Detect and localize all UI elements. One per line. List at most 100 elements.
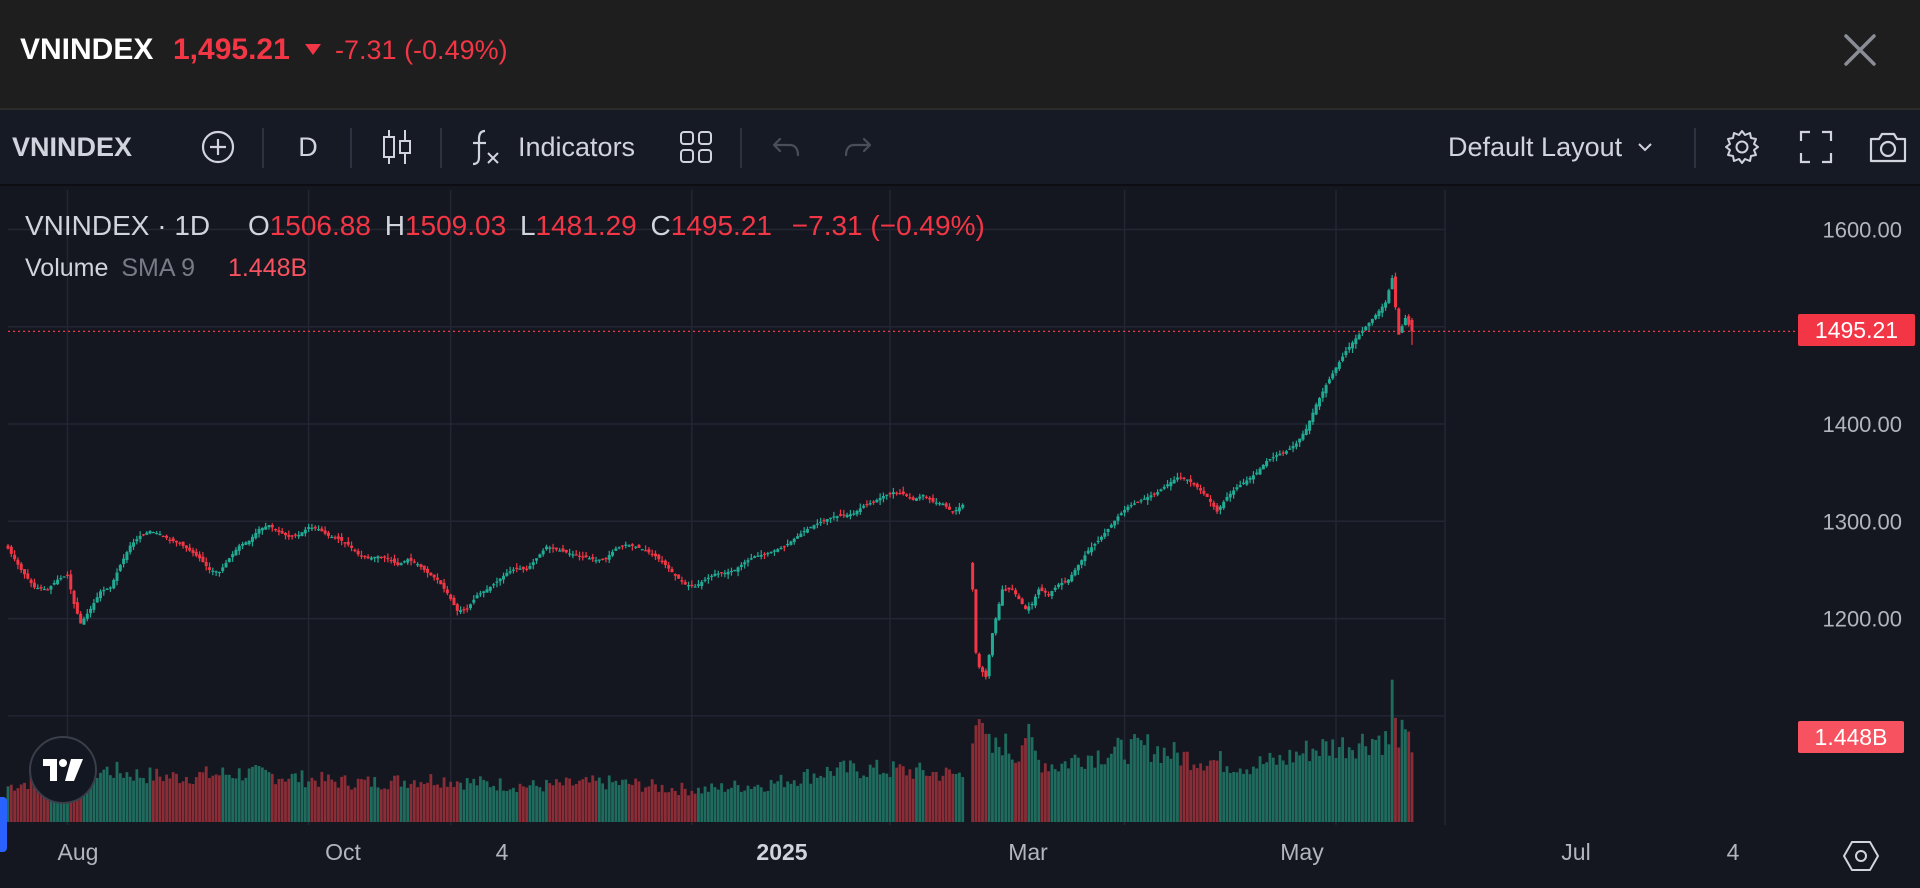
candle-body	[564, 550, 568, 553]
volume-bar	[412, 780, 416, 822]
candle-body	[1156, 492, 1160, 495]
volume-bar	[1361, 733, 1364, 822]
candle-body	[769, 551, 773, 553]
chart-type-button[interactable]	[372, 110, 422, 184]
candle-body	[1033, 596, 1037, 606]
candle-body	[587, 558, 591, 560]
compare-button[interactable]	[192, 110, 244, 184]
candle-body	[739, 564, 743, 568]
x-axis-tick-label: Oct	[325, 839, 361, 865]
layout-dropdown[interactable]: Default Layout	[1448, 110, 1678, 184]
volume-bar	[1294, 751, 1298, 822]
volume-bar	[1347, 747, 1351, 822]
candle-body	[852, 513, 856, 515]
candle-body	[459, 610, 463, 612]
candle-body	[452, 597, 456, 605]
candle-body	[1242, 482, 1246, 484]
candle-body	[290, 535, 294, 537]
candle-body	[1344, 351, 1348, 356]
candle-body	[594, 560, 598, 562]
candle-body	[482, 591, 486, 594]
redo-button[interactable]	[834, 110, 882, 184]
candle-body	[759, 555, 763, 557]
candle-body	[208, 567, 212, 570]
candle-body	[700, 581, 704, 587]
function-icon	[472, 129, 499, 166]
volume-bar	[564, 777, 568, 822]
volume-bar	[1281, 760, 1285, 822]
candle-body	[954, 509, 958, 512]
candle-body	[317, 529, 321, 531]
volume-bar	[1235, 772, 1239, 822]
close-icon[interactable]	[1838, 28, 1882, 72]
candle-body	[9, 546, 13, 554]
volume-bar	[1133, 734, 1136, 822]
side-panel-toggle[interactable]	[0, 797, 7, 852]
volume-bar	[891, 761, 895, 822]
candle-body	[881, 496, 885, 499]
volume-bar	[779, 774, 783, 822]
volume-bar	[673, 790, 677, 822]
volume-bar	[802, 771, 806, 822]
volume-bar	[1076, 757, 1080, 822]
volume-bar	[287, 778, 291, 822]
volume-bar	[442, 777, 446, 822]
fullscreen-button[interactable]	[1790, 110, 1842, 184]
candle-body	[495, 581, 499, 583]
candle-body	[1066, 579, 1070, 583]
interval-button[interactable]: D	[280, 110, 336, 184]
axis-settings-icon[interactable]	[1841, 836, 1881, 876]
candle-body	[941, 503, 945, 506]
volume-bar	[1238, 768, 1242, 822]
candle-body	[554, 547, 558, 550]
candle-body	[472, 599, 476, 603]
volume-bar	[1182, 751, 1186, 822]
volume-bar	[1010, 759, 1014, 822]
chart-pane[interactable]: 1600.00 1400.00 1300.00 1200.00 Aug Oct 4 2025 M…	[0, 186, 1920, 888]
undo-button[interactable]	[762, 110, 810, 184]
volume-bar	[789, 783, 793, 822]
volume-bar	[1400, 719, 1404, 822]
candle-body	[1169, 482, 1173, 487]
candle-body	[842, 514, 846, 516]
candle-body	[687, 585, 691, 587]
candle-body	[974, 589, 978, 653]
symbol-search-button[interactable]: VNINDEX	[12, 110, 142, 184]
candle-body	[287, 534, 291, 537]
layouts-button[interactable]	[672, 110, 720, 184]
volume-bar	[528, 785, 532, 822]
fullscreen-icon	[1799, 130, 1833, 164]
volume-bar	[184, 776, 188, 822]
candle-body	[1261, 464, 1265, 470]
y-axis-tick-label: 1400.00	[1822, 412, 1902, 437]
volume-bar	[809, 783, 813, 822]
candle-body	[310, 527, 314, 529]
candle-body	[492, 584, 496, 586]
x-axis-tick-label: Mar	[1008, 839, 1048, 865]
volume-bar	[75, 783, 79, 822]
volume-bar	[505, 791, 509, 822]
snapshot-button[interactable]	[1862, 110, 1914, 184]
candle-body	[69, 574, 73, 590]
tradingview-logo-icon[interactable]	[29, 736, 97, 804]
candle-body	[1202, 490, 1206, 494]
price-chart[interactable]: 1600.00 1400.00 1300.00 1200.00 Aug Oct 4 2025 M…	[0, 186, 1920, 888]
gear-icon	[1725, 130, 1759, 164]
candle-body	[46, 589, 50, 591]
candle-body	[250, 536, 254, 542]
volume-bar	[924, 775, 928, 822]
candle-body	[1351, 342, 1355, 349]
volume-bar	[307, 781, 311, 822]
candle-body	[224, 562, 228, 568]
volume-bar	[578, 780, 581, 822]
candle-body	[627, 545, 631, 547]
candle-body	[601, 558, 605, 560]
settings-button[interactable]	[1716, 110, 1768, 184]
volume-bar	[1324, 741, 1328, 822]
candle-body	[234, 549, 238, 556]
candle-body	[544, 546, 548, 550]
candle-body	[693, 586, 697, 588]
candle-body	[766, 553, 770, 555]
indicators-button[interactable]: Indicators	[468, 110, 644, 184]
candle-body	[597, 559, 601, 561]
